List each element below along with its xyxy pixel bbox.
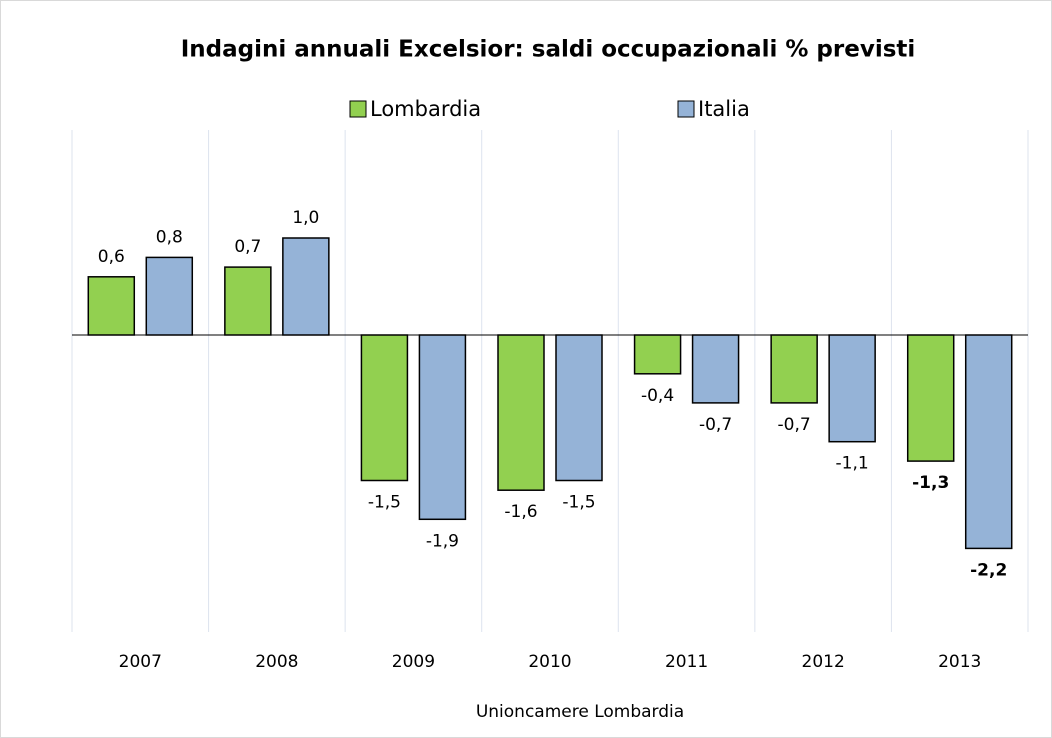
data-label: -0,7 (778, 415, 811, 435)
bar (964, 334, 1013, 550)
bar (282, 237, 330, 336)
bar (418, 334, 467, 521)
bar (691, 334, 740, 404)
data-label: -1,1 (836, 454, 869, 474)
data-label: 1,0 (292, 208, 319, 228)
legend-label: Lombardia (370, 97, 481, 121)
data-label: -1,5 (368, 493, 401, 513)
x-tick-label: 2007 (119, 652, 162, 672)
data-label: 0,6 (98, 247, 125, 267)
legend-swatch (677, 100, 695, 118)
x-tick-label: 2011 (665, 652, 708, 672)
x-tick-label: 2010 (528, 652, 571, 672)
x-tick-label: 2012 (802, 652, 845, 672)
data-label: -1,5 (562, 493, 595, 513)
bar (555, 334, 603, 482)
x-tick-label: 2008 (255, 652, 298, 672)
data-label: -0,4 (641, 386, 674, 406)
chart-title: Indagini annuali Excelsior: saldi occupa… (181, 37, 916, 63)
bar (633, 334, 682, 375)
data-label: 0,7 (234, 237, 261, 257)
bar (497, 334, 545, 491)
x-tick-label: 2009 (392, 652, 435, 672)
bar (224, 266, 272, 336)
legend-swatch (349, 100, 367, 118)
bar (828, 334, 876, 443)
legend-label: Italia (698, 97, 750, 121)
data-label: -1,9 (426, 531, 459, 551)
source-note: Unioncamere Lombardia (476, 702, 684, 722)
bar (87, 276, 136, 336)
bar (360, 334, 409, 482)
data-label: -2,2 (970, 560, 1007, 580)
bar (145, 256, 194, 336)
data-label: 0,8 (156, 227, 183, 247)
data-label: -0,7 (699, 415, 732, 435)
data-label: -1,6 (504, 502, 537, 522)
bar (906, 334, 955, 462)
data-label: -1,3 (912, 473, 949, 493)
bar (770, 334, 818, 404)
x-tick-label: 2013 (938, 652, 981, 672)
